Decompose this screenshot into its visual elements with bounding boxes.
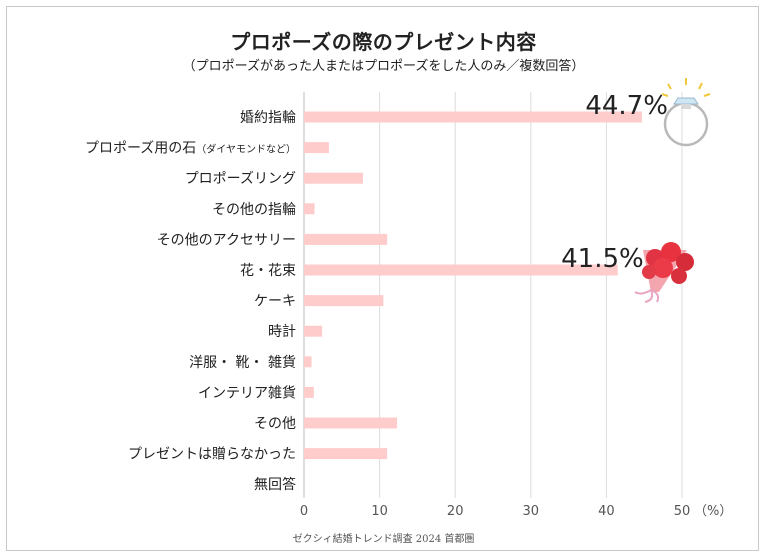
x-tick-label: 10 <box>371 504 388 519</box>
category-label: その他のアクセサリー <box>157 232 296 248</box>
x-tick-labels: 0 10 20 30 40 50 （%） <box>300 504 733 519</box>
bar <box>304 203 315 215</box>
category-label: インテリア雑貨 <box>198 384 296 401</box>
category-label: 時計 <box>268 324 296 340</box>
bar <box>304 386 314 398</box>
category-label: プレゼントは贈らなかった <box>128 447 296 463</box>
x-unit-label: （%） <box>694 504 732 519</box>
bar <box>304 448 388 460</box>
gridlines <box>303 92 683 498</box>
bouquet-icon <box>634 242 694 303</box>
bar <box>304 356 312 368</box>
x-tick-label: 30 <box>523 504 540 519</box>
category-label: 婚約指輪 <box>240 109 296 126</box>
x-tick-label: 50 <box>674 504 691 519</box>
bar <box>304 172 363 184</box>
source-note: ゼクシィ結婚トレンド調査 2024 首都圏 <box>292 534 475 545</box>
bars <box>304 111 642 460</box>
category-label: 無回答 <box>254 476 296 493</box>
category-label: その他の指輪 <box>212 201 296 218</box>
bar <box>304 142 329 154</box>
value-callout: 44.7% <box>585 91 668 121</box>
x-tick-label: 0 <box>300 504 308 519</box>
bar <box>304 417 397 429</box>
chart-frame <box>6 6 759 551</box>
category-label: プロポーズリング <box>185 171 296 187</box>
category-label: プロポーズ用の石（ダイヤモンドなど） <box>85 141 296 157</box>
bar <box>304 111 642 123</box>
x-tick-label: 20 <box>447 504 464 519</box>
bar <box>304 295 384 307</box>
chart-title: プロポーズの際のプレゼント内容 <box>230 30 537 54</box>
chart-subtitle: （プロポーズがあった人またはプロポーズをした人のみ／複数回答） <box>182 59 585 74</box>
bar <box>304 233 388 245</box>
bar <box>304 264 618 276</box>
category-label: 花・花束 <box>240 263 296 279</box>
category-label: その他 <box>254 416 296 432</box>
category-label: 洋服・ 靴・ 雑貨 <box>189 354 296 371</box>
category-label: ケーキ <box>254 294 296 310</box>
value-callout: 41.5% <box>561 244 644 274</box>
bar <box>304 325 323 337</box>
ring-icon <box>661 78 711 147</box>
x-tick-label: 40 <box>598 504 615 519</box>
